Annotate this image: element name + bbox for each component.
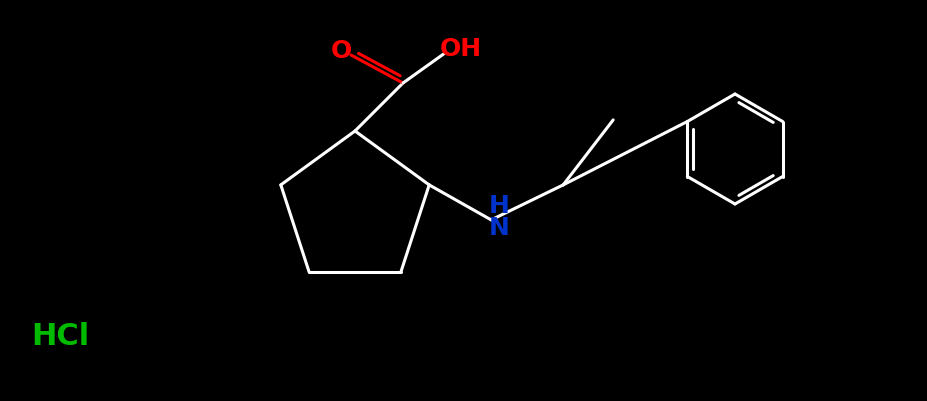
Text: HCl: HCl <box>31 322 89 350</box>
Text: H
N: H N <box>489 193 510 239</box>
Text: O: O <box>330 39 351 63</box>
Text: OH: OH <box>440 37 482 61</box>
